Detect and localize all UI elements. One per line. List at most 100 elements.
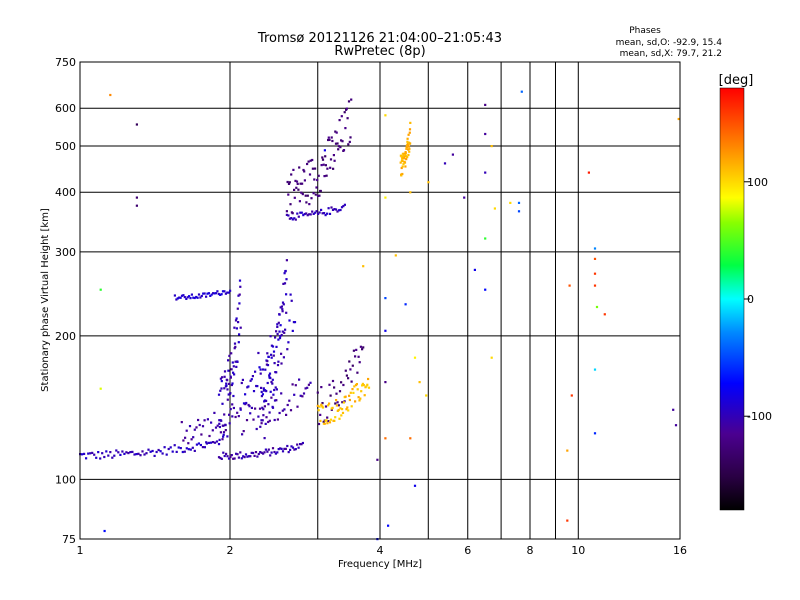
data-point <box>227 359 230 362</box>
data-point <box>329 158 333 161</box>
data-point <box>256 455 259 458</box>
data-point <box>145 452 148 455</box>
data-point <box>339 146 342 149</box>
data-point <box>333 208 336 211</box>
data-point <box>250 406 253 409</box>
data-point <box>208 434 211 438</box>
data-point <box>177 446 180 449</box>
data-point <box>319 419 322 422</box>
data-point <box>277 448 280 451</box>
data-point <box>338 417 341 420</box>
data-point <box>306 386 309 389</box>
data-point <box>292 168 295 171</box>
data-point <box>219 456 222 460</box>
data-point <box>143 453 146 456</box>
data-point <box>318 405 321 408</box>
data-point <box>593 257 597 260</box>
data-point <box>408 147 411 150</box>
y-tick-label: 200 <box>55 330 76 343</box>
data-point <box>246 455 249 458</box>
data-point <box>274 452 277 455</box>
data-point <box>191 446 194 449</box>
data-point <box>316 404 319 407</box>
data-point <box>261 368 265 371</box>
data-point <box>279 447 282 450</box>
data-point <box>188 295 191 298</box>
data-point <box>245 419 249 422</box>
data-point <box>237 456 240 459</box>
data-point <box>346 117 349 120</box>
data-point <box>351 388 354 391</box>
data-point <box>180 421 183 424</box>
data-point <box>307 160 310 163</box>
data-point <box>348 398 351 402</box>
data-point <box>294 448 297 451</box>
data-point <box>222 431 226 434</box>
data-point <box>281 310 284 313</box>
data-point <box>238 333 241 336</box>
data-point <box>182 439 185 442</box>
data-point <box>197 418 200 422</box>
data-point <box>238 302 241 305</box>
data-point <box>280 447 283 450</box>
data-point <box>206 418 209 421</box>
data-point <box>603 313 606 316</box>
data-point <box>299 394 302 397</box>
data-point <box>284 269 287 273</box>
data-point <box>328 402 331 405</box>
data-point <box>227 393 230 396</box>
data-point <box>266 381 269 385</box>
data-point <box>404 151 407 154</box>
data-point <box>244 393 247 396</box>
data-point <box>285 278 288 281</box>
data-point <box>123 452 126 455</box>
data-point <box>315 186 318 189</box>
data-point <box>207 292 210 295</box>
data-point <box>333 419 336 422</box>
data-point <box>263 451 266 454</box>
data-point <box>201 446 204 449</box>
data-point <box>99 288 102 291</box>
data-point <box>260 451 263 454</box>
data-point <box>226 455 229 458</box>
data-point <box>291 383 294 386</box>
data-point <box>324 164 327 167</box>
data-point <box>286 403 289 407</box>
data-point <box>310 197 313 200</box>
data-point <box>239 285 242 288</box>
data-point <box>260 419 263 422</box>
data-point <box>250 451 253 454</box>
data-point <box>179 447 182 450</box>
data-point <box>283 331 286 334</box>
plot-frame <box>79 61 681 540</box>
data-point <box>234 360 237 363</box>
data-point <box>232 406 235 410</box>
data-point <box>484 132 487 136</box>
data-point <box>345 408 348 411</box>
data-point <box>232 371 235 374</box>
data-point <box>289 203 292 206</box>
data-point <box>133 453 136 456</box>
data-point <box>276 418 279 421</box>
data-point <box>283 408 286 411</box>
data-point <box>217 456 221 459</box>
data-point <box>358 361 361 364</box>
data-point <box>285 210 288 213</box>
data-point <box>99 457 102 460</box>
data-point <box>192 436 195 439</box>
data-point <box>235 317 238 320</box>
data-point <box>401 152 404 155</box>
data-point <box>270 356 273 359</box>
data-point <box>257 351 260 355</box>
data-point <box>266 364 270 367</box>
data-point <box>252 451 255 455</box>
data-point <box>228 354 231 357</box>
data-point <box>197 293 201 296</box>
x-tick-label: 1 <box>77 544 84 557</box>
data-point <box>201 425 205 428</box>
data-point <box>387 524 390 527</box>
data-point <box>290 299 293 302</box>
data-point <box>402 162 405 166</box>
data-point <box>221 290 225 293</box>
data-point <box>400 155 403 158</box>
